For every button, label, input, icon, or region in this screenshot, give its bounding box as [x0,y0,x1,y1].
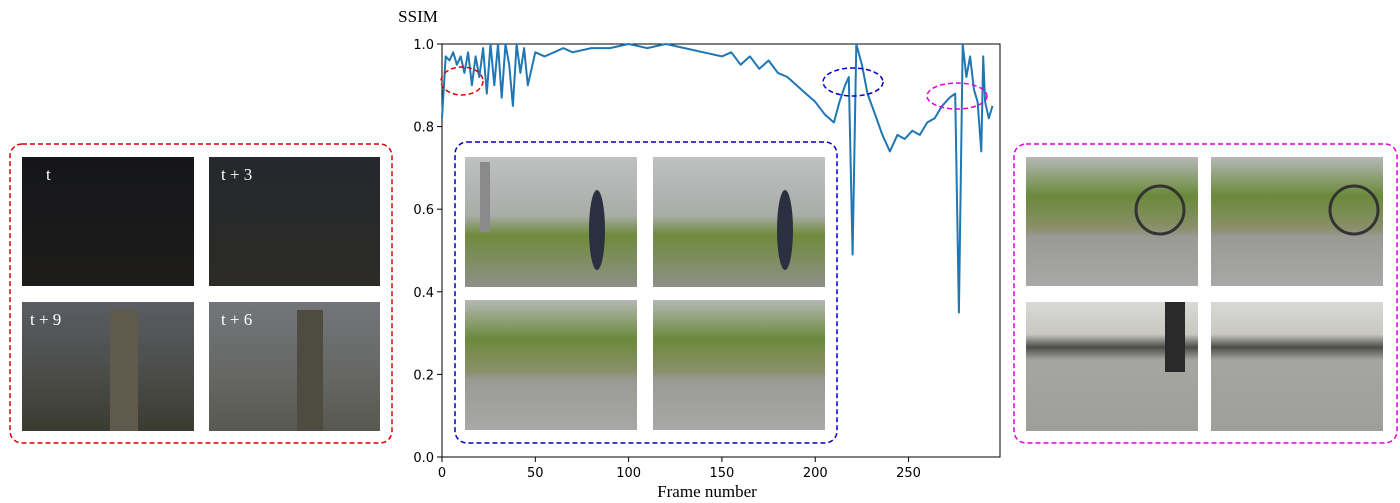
x-tick-label: 150 [710,466,735,481]
frame-label: t + 6 [221,310,252,329]
x-tick-label: 50 [527,466,544,481]
frame-image [465,300,637,430]
frame-label: t + 9 [30,310,61,329]
y-tick-label: 0.8 [413,121,434,136]
frame-label: t [46,165,51,184]
x-tick-label: 200 [803,466,828,481]
y-tick-label: 0.2 [413,368,434,383]
image-detail [297,310,323,431]
frame-label: t + 3 [221,165,252,184]
image-detail [480,162,490,232]
left-panel: t t + 3 t + 9 t + 6 [10,144,392,443]
x-tick-label: 0 [438,466,446,481]
y-tick-label: 0.4 [413,286,434,301]
image-detail [589,190,605,270]
image-detail [1165,302,1185,372]
frame-image [465,157,637,287]
frame-image [1211,157,1383,286]
image-detail [777,190,793,270]
image-detail [110,310,138,431]
y-tick-label: 0.6 [413,203,434,218]
figure: 0.0 0.2 0.4 0.6 0.8 1.0 0 50 100 150 200 250 SSIM F… [0,0,1400,503]
right-panel [1014,144,1397,443]
x-axis-title: Frame number [657,482,757,501]
frame-image [653,300,825,430]
x-tick-label: 250 [896,466,921,481]
y-tick-label: 1.0 [413,38,434,53]
frame-image [1211,302,1383,431]
frame-image [653,157,825,287]
y-axis-title: SSIM [398,7,438,26]
x-tick-label: 100 [616,466,641,481]
frame-image [1026,157,1198,286]
y-tick-label: 0.0 [413,451,434,466]
center-panel [455,142,837,443]
